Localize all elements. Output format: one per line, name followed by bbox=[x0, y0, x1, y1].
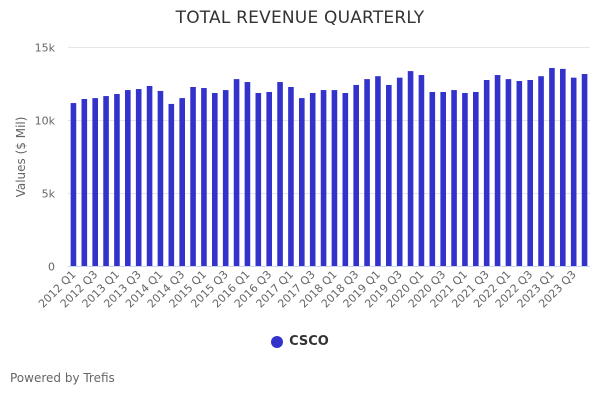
bar-2017-q4[interactable] bbox=[320, 90, 327, 266]
bar-2013-q1[interactable] bbox=[114, 94, 120, 266]
bar-2017-q2[interactable] bbox=[299, 98, 305, 266]
bar-2013-q3[interactable] bbox=[135, 89, 142, 266]
bar-2023-q4[interactable] bbox=[581, 74, 588, 266]
legend-marker-csco bbox=[271, 335, 284, 348]
bar-2016-q2[interactable] bbox=[255, 92, 262, 267]
bar-2012-q2[interactable] bbox=[81, 98, 88, 266]
bar-2016-q3[interactable] bbox=[266, 91, 272, 266]
bar-2018-q1[interactable] bbox=[331, 90, 338, 266]
bar-2012-q4[interactable] bbox=[103, 96, 109, 266]
bar-2013-q4[interactable] bbox=[146, 85, 153, 266]
bar-2018-q4[interactable] bbox=[364, 79, 370, 267]
bar-2016-q4[interactable] bbox=[277, 82, 283, 266]
y-tick-label: 10k bbox=[35, 115, 56, 128]
y-tick-label: 5k bbox=[42, 188, 56, 201]
bar-2017-q1[interactable] bbox=[288, 87, 294, 266]
bars bbox=[70, 68, 588, 267]
bar-2023-q2[interactable] bbox=[560, 68, 566, 267]
bar-2019-q3[interactable] bbox=[396, 77, 403, 266]
bar-2019-q4[interactable] bbox=[407, 71, 414, 266]
chart-title: TOTAL REVENUE QUARTERLY bbox=[175, 8, 425, 28]
bar-2019-q1[interactable] bbox=[375, 76, 381, 266]
bar-2014-q3[interactable] bbox=[179, 98, 185, 266]
bar-2016-q1[interactable] bbox=[244, 82, 251, 266]
bar-2022-q4[interactable] bbox=[538, 76, 544, 266]
bar-2019-q2[interactable] bbox=[386, 84, 392, 267]
y-tick-label: 15k bbox=[35, 42, 56, 55]
bar-2017-q3[interactable] bbox=[309, 92, 316, 267]
bar-2020-q4[interactable] bbox=[451, 90, 457, 266]
y-tick-label: 0 bbox=[48, 261, 55, 274]
bar-2022-q2[interactable] bbox=[516, 81, 523, 267]
powered-by-text: Powered by Trefis bbox=[10, 371, 115, 385]
bar-2014-q4[interactable] bbox=[190, 87, 196, 266]
legend[interactable]: CSCO bbox=[0, 334, 600, 349]
bar-2012-q3[interactable] bbox=[92, 98, 98, 266]
bar-2015-q4[interactable] bbox=[233, 79, 240, 267]
y-axis-label: Values ($ Mil) bbox=[14, 117, 28, 198]
y-axis-ticks: 0 5k 10k 15k bbox=[35, 42, 56, 274]
bar-2018-q3[interactable] bbox=[353, 84, 359, 267]
bar-2022-q3[interactable] bbox=[527, 80, 533, 266]
bar-2021-q1[interactable] bbox=[462, 92, 468, 267]
bar-2022-q1[interactable] bbox=[505, 79, 512, 267]
bar-2023-q3[interactable] bbox=[570, 77, 577, 266]
bar-2020-q3[interactable] bbox=[440, 91, 446, 266]
bar-2015-q2[interactable] bbox=[212, 92, 218, 267]
bar-2021-q4[interactable] bbox=[494, 75, 501, 266]
bar-2013-q2[interactable] bbox=[125, 90, 131, 266]
bar-2014-q2[interactable] bbox=[168, 103, 175, 266]
gridlines bbox=[68, 47, 590, 194]
bar-2012-q1[interactable] bbox=[70, 103, 77, 266]
legend-label-csco: CSCO bbox=[289, 334, 329, 349]
bar-2020-q2[interactable] bbox=[429, 91, 436, 266]
bar-2015-q3[interactable] bbox=[222, 90, 229, 266]
bar-2014-q1[interactable] bbox=[157, 90, 164, 266]
bar-2015-q1[interactable] bbox=[201, 88, 207, 266]
bar-2023-q1[interactable] bbox=[549, 68, 555, 267]
bar-2020-q1[interactable] bbox=[418, 75, 425, 266]
bar-2018-q2[interactable] bbox=[342, 92, 349, 267]
bar-2021-q2[interactable] bbox=[473, 91, 479, 266]
bar-2021-q3[interactable] bbox=[483, 80, 490, 266]
